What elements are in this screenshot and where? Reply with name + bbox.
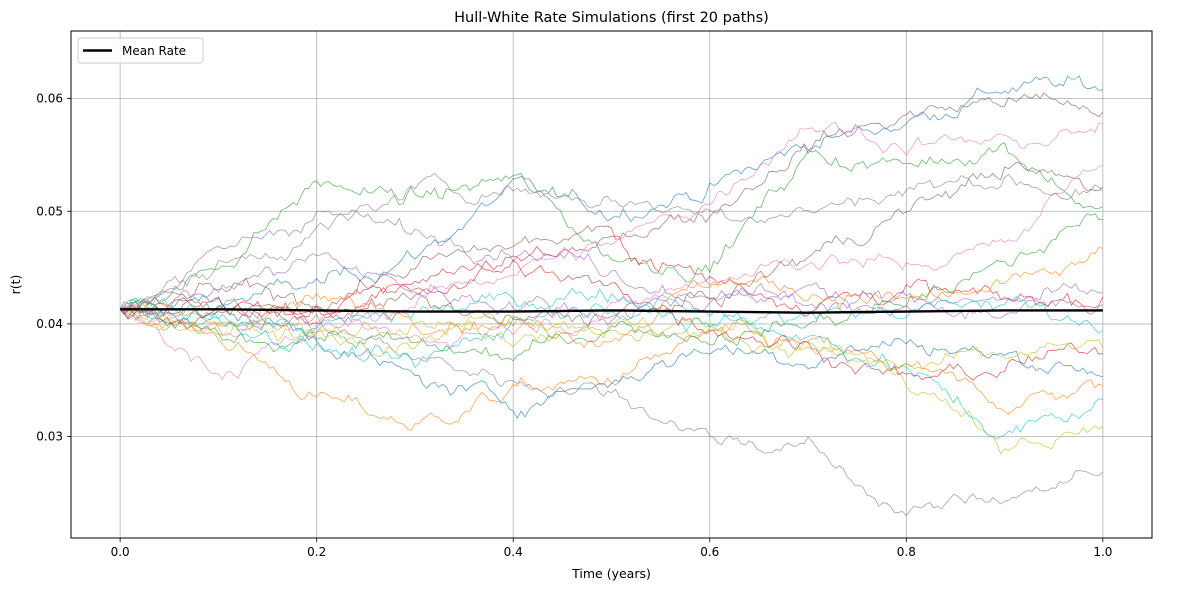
- simulation-path-15: [119, 252, 1104, 326]
- y-tick-label: 0.05: [36, 204, 63, 218]
- x-tick-label: 0.6: [700, 545, 719, 559]
- legend: Mean Rate: [77, 37, 204, 64]
- simulation-path-16: [119, 161, 1104, 327]
- simulation-path-6: [119, 92, 1104, 313]
- mean-rate-series: [120, 308, 1103, 314]
- y-tick-label: 0.04: [36, 317, 63, 331]
- simulation-path-19: [119, 304, 1104, 370]
- simulation-path-1: [119, 75, 1103, 314]
- simulation-path-5: [119, 210, 1103, 317]
- y-axis-label: r(t): [8, 275, 23, 295]
- x-tick-label: 0.0: [111, 545, 130, 559]
- simulation-path-9: [119, 305, 1104, 455]
- y-axis-ticks: 0.03 0.04 0.05 0.06: [36, 92, 71, 444]
- x-tick-label: 0.4: [504, 545, 523, 559]
- simulation-path-3: [119, 142, 1103, 310]
- x-tick-label: 0.2: [307, 545, 326, 559]
- axes-frame: [70, 30, 1153, 539]
- simulation-path-8: [120, 298, 1104, 517]
- simulation-path-11: [119, 304, 1103, 420]
- legend-box: [77, 37, 204, 64]
- simulation-path-14: [119, 259, 1103, 381]
- simulation-path-13: [120, 213, 1103, 362]
- simulation-path-17: [119, 164, 1103, 350]
- simulation-path-18: [119, 172, 1104, 314]
- y-tick-label: 0.03: [36, 430, 63, 444]
- x-tick-label: 0.8: [897, 545, 916, 559]
- simulation-path-20: [119, 287, 1104, 337]
- y-tick-label: 0.06: [36, 92, 63, 106]
- x-axis-ticks: 0.0 0.2 0.4 0.6 0.8 1.0: [111, 538, 1112, 559]
- simulation-paths: [119, 75, 1104, 517]
- simulation-path-7: [119, 122, 1103, 381]
- x-axis-label: Time (years): [571, 566, 651, 581]
- simulation-path-4: [119, 235, 1104, 326]
- chart-title: Hull-White Rate Simulations (first 20 pa…: [454, 10, 769, 26]
- legend-label-mean-rate: Mean Rate: [122, 44, 186, 58]
- simulation-path-2: [119, 309, 1104, 431]
- x-tick-label: 1.0: [1093, 545, 1112, 559]
- mean-rate-line: [120, 308, 1103, 314]
